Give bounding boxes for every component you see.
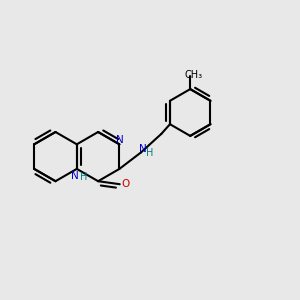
Text: N: N: [139, 144, 146, 154]
Text: CH₃: CH₃: [185, 70, 203, 80]
Text: N: N: [70, 170, 78, 181]
Text: H: H: [146, 148, 153, 158]
Text: O: O: [121, 179, 129, 189]
Text: N: N: [116, 135, 124, 145]
Text: H: H: [80, 172, 87, 182]
